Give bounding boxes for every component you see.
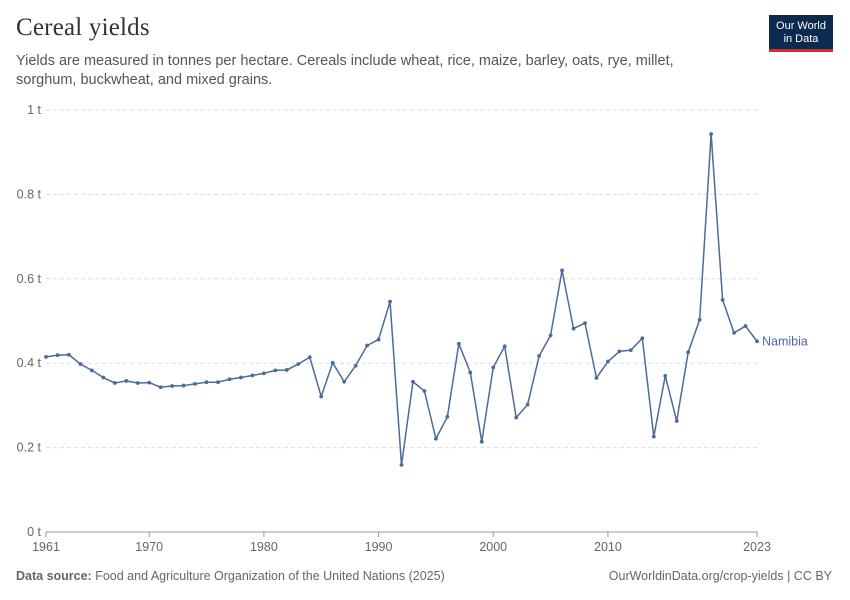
data-point [732,330,736,335]
data-point [583,321,587,326]
data-source-text: Food and Agriculture Organization of the… [95,569,445,583]
data-point [697,317,702,322]
data-point [537,354,542,358]
data-point [468,370,473,375]
data-point [651,434,656,439]
data-point [628,348,633,353]
data-point [445,414,450,419]
data-point [755,339,759,344]
data-point [55,353,60,358]
data-point [353,363,358,368]
x-tick-label: 1961 [32,540,60,554]
data-point [617,349,622,354]
data-point [491,365,496,370]
data-point [67,352,71,357]
data-point [124,379,129,383]
data-point [273,368,278,373]
data-point [456,341,461,346]
y-tick-label: 0.4 t [17,356,42,370]
owid-logo[interactable]: Our World in Data [769,15,833,52]
data-point [606,359,610,364]
data-point [170,384,175,388]
x-tick-label: 2000 [479,540,507,554]
data-point [525,402,530,407]
data-point [158,385,163,390]
data-point [674,419,679,423]
data-point [388,299,392,304]
data-point [44,354,48,359]
data-point [307,355,312,360]
data-point [709,132,714,136]
y-tick-label: 0.8 t [17,187,42,201]
data-point [720,298,725,302]
data-point [571,326,576,331]
data-point [514,415,519,420]
data-point [663,373,668,378]
x-tick-label: 1970 [135,540,163,554]
data-point [502,344,507,349]
data-point [216,380,220,385]
y-tick-label: 0 t [27,525,41,539]
data-point [112,381,117,385]
data-point [193,381,197,386]
data-point [376,337,381,342]
series-label: Namibia [762,334,808,348]
data-point [330,360,335,365]
chart-title: Cereal yields [16,14,150,41]
x-tick-label: 2023 [743,540,771,554]
x-tick-label: 2010 [594,540,622,554]
y-tick-label: 0.6 t [17,272,42,286]
data-point [89,368,94,373]
logo-line-1: Our World [776,20,826,32]
data-point [227,377,232,382]
data-point [560,268,564,273]
data-point [422,389,427,393]
data-source-label: Data source: [16,569,92,583]
data-point [342,379,347,384]
data-point [181,383,186,388]
data-point [434,436,438,441]
data-point [78,362,83,366]
data-point [101,375,106,380]
data-point [743,324,748,328]
data-point [640,336,645,341]
data-point [261,371,266,376]
data-source: Data source: Food and Agriculture Organi… [16,569,445,583]
data-point [296,362,301,366]
data-point [319,394,324,399]
source-link[interactable]: OurWorldinData.org/crop-yields | CC BY [608,569,832,583]
data-point [399,463,404,467]
data-point [479,439,484,444]
data-point [204,380,209,385]
data-point [686,350,691,355]
logo-line-2: in Data [783,33,819,45]
data-point [548,333,553,338]
data-point [365,343,369,348]
y-tick-label: 0.2 t [17,441,42,455]
data-point [250,373,255,378]
series-line-namibia [45,133,758,466]
data-point [147,380,152,385]
x-tick-label: 1990 [365,540,393,554]
y-tick-label: 1 t [27,103,41,117]
x-tick-label: 1980 [250,540,278,554]
data-point [411,379,415,384]
data-point [594,376,599,380]
data-point [284,368,289,372]
chart-subtitle: Yields are measured in tonnes per hectar… [16,53,674,88]
data-point [135,381,140,385]
data-point [239,375,243,380]
